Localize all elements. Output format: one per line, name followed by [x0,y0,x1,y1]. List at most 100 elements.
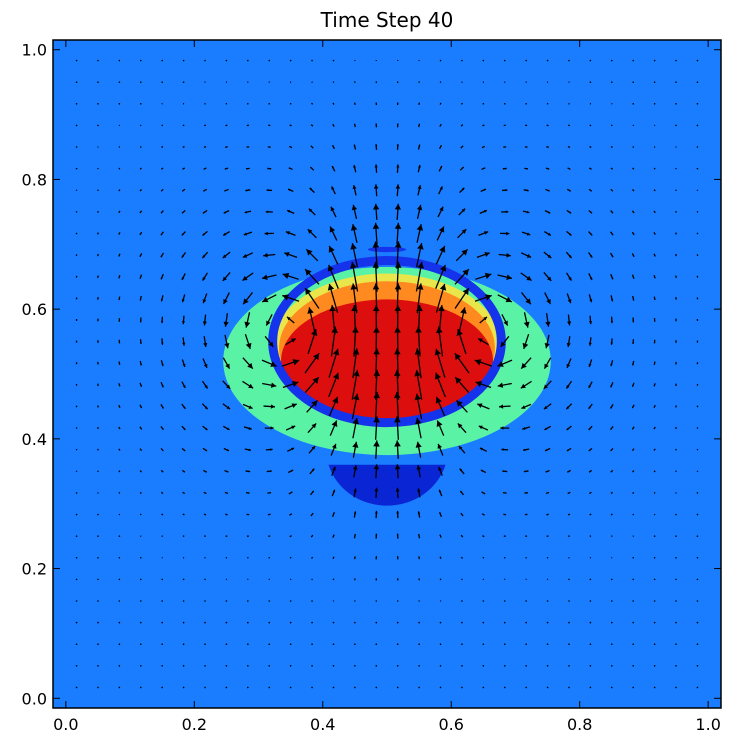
vector-arrow [522,333,530,350]
vector-arrow [161,513,164,516]
vector-arrow [418,665,420,667]
vector-arrow [611,81,613,83]
vector-arrow [160,188,164,192]
vector-arrow [525,535,528,537]
vector-arrow [222,403,231,410]
vector-arrow [203,513,207,516]
vector-arrow [97,361,99,365]
vector-arrow [182,59,185,62]
vector-arrow [204,535,206,538]
vector-arrow [311,621,313,624]
vector-arrow [261,274,277,281]
vector-arrow [268,124,271,127]
vector-arrow [353,144,357,150]
vector-arrow [589,145,592,149]
vector-arrow [139,448,143,452]
vector-arrow [181,188,186,192]
vector-arrow [304,352,320,374]
vector-arrow [675,405,678,408]
vector-arrow [139,339,142,345]
vector-arrow [611,621,613,624]
vector-arrow [202,293,208,304]
vector-arrow [396,556,399,560]
vector-arrow [524,167,529,170]
vector-arrow [350,261,359,292]
vector-arrow [305,248,319,262]
vector-arrow [225,600,228,602]
vector-arrow [161,578,163,581]
vector-arrow [373,464,380,479]
vector-arrow [588,188,593,192]
vector-arrow [351,204,358,219]
vector-arrow [418,102,421,106]
vector-arrow [139,556,142,559]
vector-arrow [332,81,335,84]
vector-arrow [520,357,532,370]
x-tick-label: 0.0 [53,715,78,734]
vector-arrow [375,123,378,128]
vector-arrow [204,578,206,581]
vector-arrow [352,441,359,458]
vector-arrow [224,469,229,473]
vector-arrow [521,403,532,410]
vector-arrow [160,316,164,324]
vector-arrow [286,447,295,452]
vector-arrow [354,686,356,689]
vector-arrow [478,231,489,236]
vector-arrow [501,210,509,214]
vector-arrow [97,383,99,387]
vector-arrow [139,317,142,323]
vector-arrow [75,600,78,602]
y-tick-label: 1.0 [22,41,47,60]
vector-arrow [139,578,142,581]
vector-arrow [632,578,635,581]
vector-arrow [417,164,421,173]
vector-arrow [653,361,656,366]
vector-arrow [610,295,614,302]
vector-arrow [546,146,549,148]
vector-arrow [224,188,229,192]
vector-arrow [482,59,485,62]
vector-arrow [311,81,313,83]
vector-arrow [118,621,121,624]
vector-arrow [97,556,99,559]
vector-arrow [311,556,314,559]
low-pressure-region [328,464,446,506]
vector-arrow [696,275,699,278]
vector-arrow [568,665,570,667]
vector-arrow [311,578,313,581]
vector-arrow [502,189,508,192]
vector-arrow [474,294,492,302]
vector-arrow [203,336,208,348]
vector-arrow [459,490,465,496]
vector-arrow [696,383,699,386]
vector-arrow [97,513,99,516]
vector-arrow [330,206,337,218]
vector-arrow [588,273,593,281]
vector-arrow [264,426,274,430]
vector-arrow [75,146,78,148]
vector-arrow [568,578,570,581]
vector-arrow [181,447,186,452]
vector-arrow [222,292,230,305]
vector-arrow [307,228,317,239]
vector-arrow [632,124,635,127]
vector-arrow [286,209,295,214]
vector-arrow [287,188,294,192]
vector-arrow [75,556,78,559]
vector-arrow [696,318,699,321]
vector-arrow [437,206,444,218]
vector-arrow [546,124,549,127]
vector-arrow [632,81,635,83]
vector-arrow [396,510,400,519]
vector-arrow [160,404,165,409]
vector-arrow [118,210,121,214]
vector-arrow [139,188,143,192]
vector-arrow [415,261,424,292]
vector-arrow [327,264,339,289]
vector-arrow [610,188,614,192]
vector-arrow [396,533,399,539]
vector-arrow [289,621,292,624]
x-tick-label: 0.2 [182,715,207,734]
vector-arrow [289,102,292,105]
